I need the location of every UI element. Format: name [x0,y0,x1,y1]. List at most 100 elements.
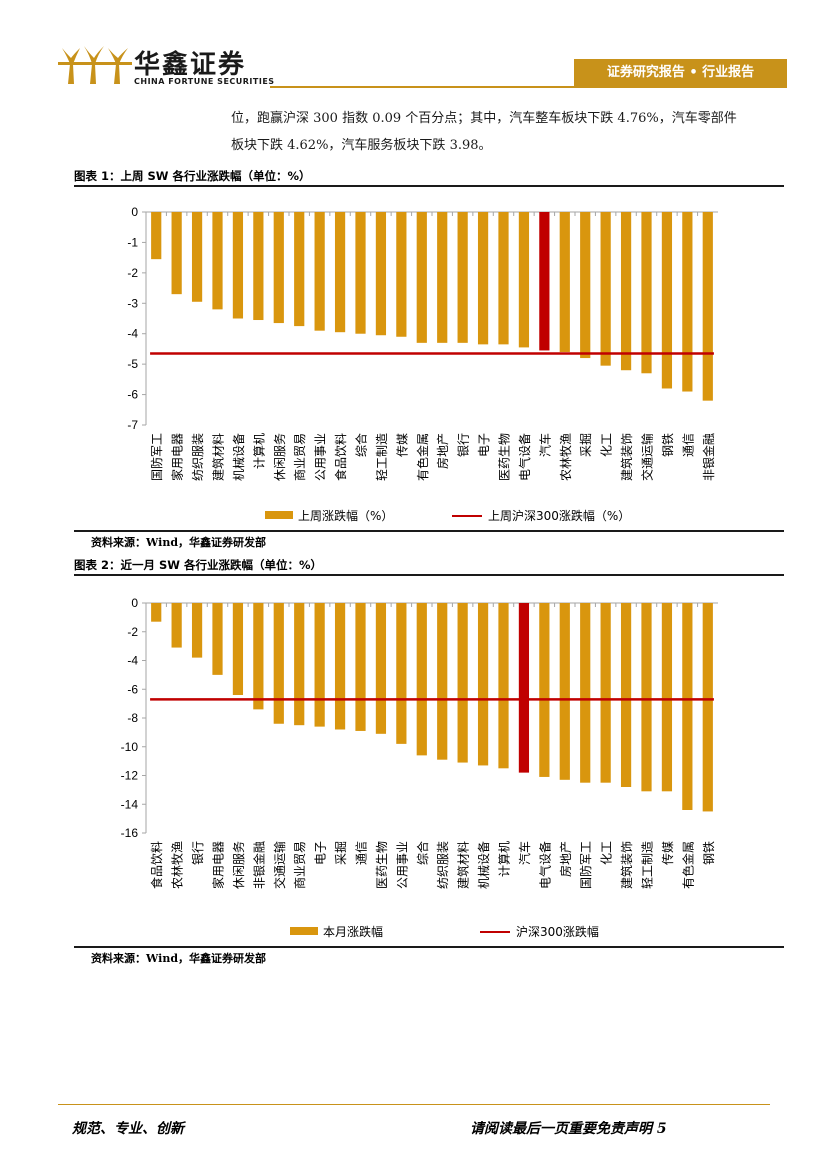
x-category-label: 计算机 [497,841,512,877]
x-category-label: 轻工制造 [641,841,655,889]
bar-钢铁 [702,603,713,812]
bar-交通运输 [641,212,652,374]
x-category-label: 家用电器 [211,841,226,889]
x-category-label: 国防军工 [578,841,593,889]
bar-医药生物 [498,212,509,345]
x-category-label: 食品饮料 [333,433,348,481]
figure-1-source: 资料来源：Wind，华鑫证券研发部 [91,536,267,549]
x-category-label: 通信 [355,841,369,865]
x-category-label: 化工 [600,841,614,865]
x-category-label: 食品饮料 [149,841,164,889]
legend-bar-label: 本月涨跌幅 [323,924,383,939]
x-category-label: 有色金属 [680,841,695,889]
y-tick-label: -16 [121,826,139,840]
bar-公用事业 [396,603,407,744]
x-category-label: 房地产 [435,433,450,469]
x-category-label: 电子 [314,841,328,865]
y-tick-label: -5 [127,357,138,371]
y-tick-label: -7 [127,418,138,432]
x-category-label: 计算机 [251,433,266,469]
company-logo-icon [58,46,132,84]
x-category-label: 有色金属 [415,433,430,481]
logo-chinese-name: 华鑫证券 [134,50,247,80]
bar-轻工制造 [641,603,652,792]
bar-电气设备 [518,212,530,348]
x-category-label: 家用电器 [170,433,185,481]
x-category-label: 纺织服装 [191,433,205,481]
bar-有色金属 [416,212,427,343]
x-category-label: 建筑材料 [456,841,471,889]
bar-汽车 [518,603,530,773]
bar-通信 [355,603,366,731]
x-category-label: 轻工制造 [375,433,389,481]
x-category-label: 建筑装饰 [619,841,634,889]
x-category-label: 农林牧渔 [171,841,185,889]
intro-line-1: 位，跑赢沪深 300 指数 0.09 个百分点；其中，汽车整车板块下跌 4.76… [231,111,737,126]
x-category-label: 医药生物 [498,433,512,481]
x-category-label: 商业贸易 [292,841,307,889]
legend-bar-swatch [265,511,293,519]
bar-国防军工 [580,603,591,783]
x-category-label: 医药生物 [375,841,389,889]
x-category-label: 非银金融 [251,841,266,889]
bar-传媒 [396,212,407,337]
legend-line-label: 沪深300涨跌幅 [516,924,599,939]
bar-公用事业 [314,212,325,331]
figure-2-top-rule [74,574,784,576]
y-tick-label: 0 [131,205,138,219]
bar-非银金融 [702,212,713,401]
bar-采掘 [334,603,346,730]
y-tick-label: -10 [121,740,139,754]
footer-disclaimer: 请阅读最后一页重要免责声明 5 [470,1121,667,1137]
bar-农林牧渔 [559,212,570,352]
figure-2-title: 图表 2：近一月 SW 各行业涨跌幅（单位：%） [74,558,323,572]
bar-电气设备 [539,603,550,777]
bar-银行 [191,603,203,658]
y-tick-label: -1 [127,235,138,249]
bar-钢铁 [661,212,673,389]
bar-银行 [457,212,468,343]
bar-纺织服装 [437,603,448,760]
bar-采掘 [580,212,591,359]
figure-1-top-rule [74,185,784,187]
intro-line-2: 板块下跌 4.62%，汽车服务板块下跌 3.98。 [231,138,492,153]
x-category-label: 传媒 [394,433,409,457]
footer-divider [58,1104,770,1105]
bar-传媒 [661,603,673,792]
bar-商业贸易 [294,603,305,726]
x-category-label: 交通运输 [272,841,287,889]
bar-建筑装饰 [620,212,632,371]
x-category-label: 钢铁 [702,841,716,865]
bar-休闲服务 [273,212,284,324]
bar-机械设备 [232,212,244,319]
bar-轻工制造 [375,212,387,336]
x-category-label: 商业贸易 [292,433,307,481]
bar-休闲服务 [232,603,244,695]
bar-化工 [600,603,611,783]
y-tick-label: -12 [121,769,139,783]
bar-非银金融 [253,603,264,710]
x-category-label: 非银金融 [701,433,716,481]
x-category-label: 房地产 [558,841,573,877]
bar-化工 [600,212,611,366]
x-category-label: 综合 [354,433,369,457]
legend-bar-label: 上周涨跌幅（%） [298,508,393,523]
x-category-label: 机械设备 [476,841,491,889]
x-category-label: 电气设备 [517,433,532,481]
y-tick-label: -3 [127,296,138,310]
x-category-label: 汽车 [517,841,532,865]
x-category-label: 采掘 [333,841,348,865]
bar-纺织服装 [191,212,203,302]
x-category-label: 汽车 [537,433,552,457]
x-category-label: 银行 [191,841,205,865]
bar-综合 [355,212,366,334]
y-tick-label: 0 [131,596,138,610]
bar-交通运输 [273,603,284,724]
y-tick-label: -8 [127,711,138,725]
x-category-label: 传媒 [660,841,675,865]
x-category-label: 国防军工 [149,433,164,481]
bar-家用电器 [212,603,223,675]
bar-建筑材料 [457,603,468,763]
footer-slogan: 规范、专业、创新 [72,1121,184,1137]
